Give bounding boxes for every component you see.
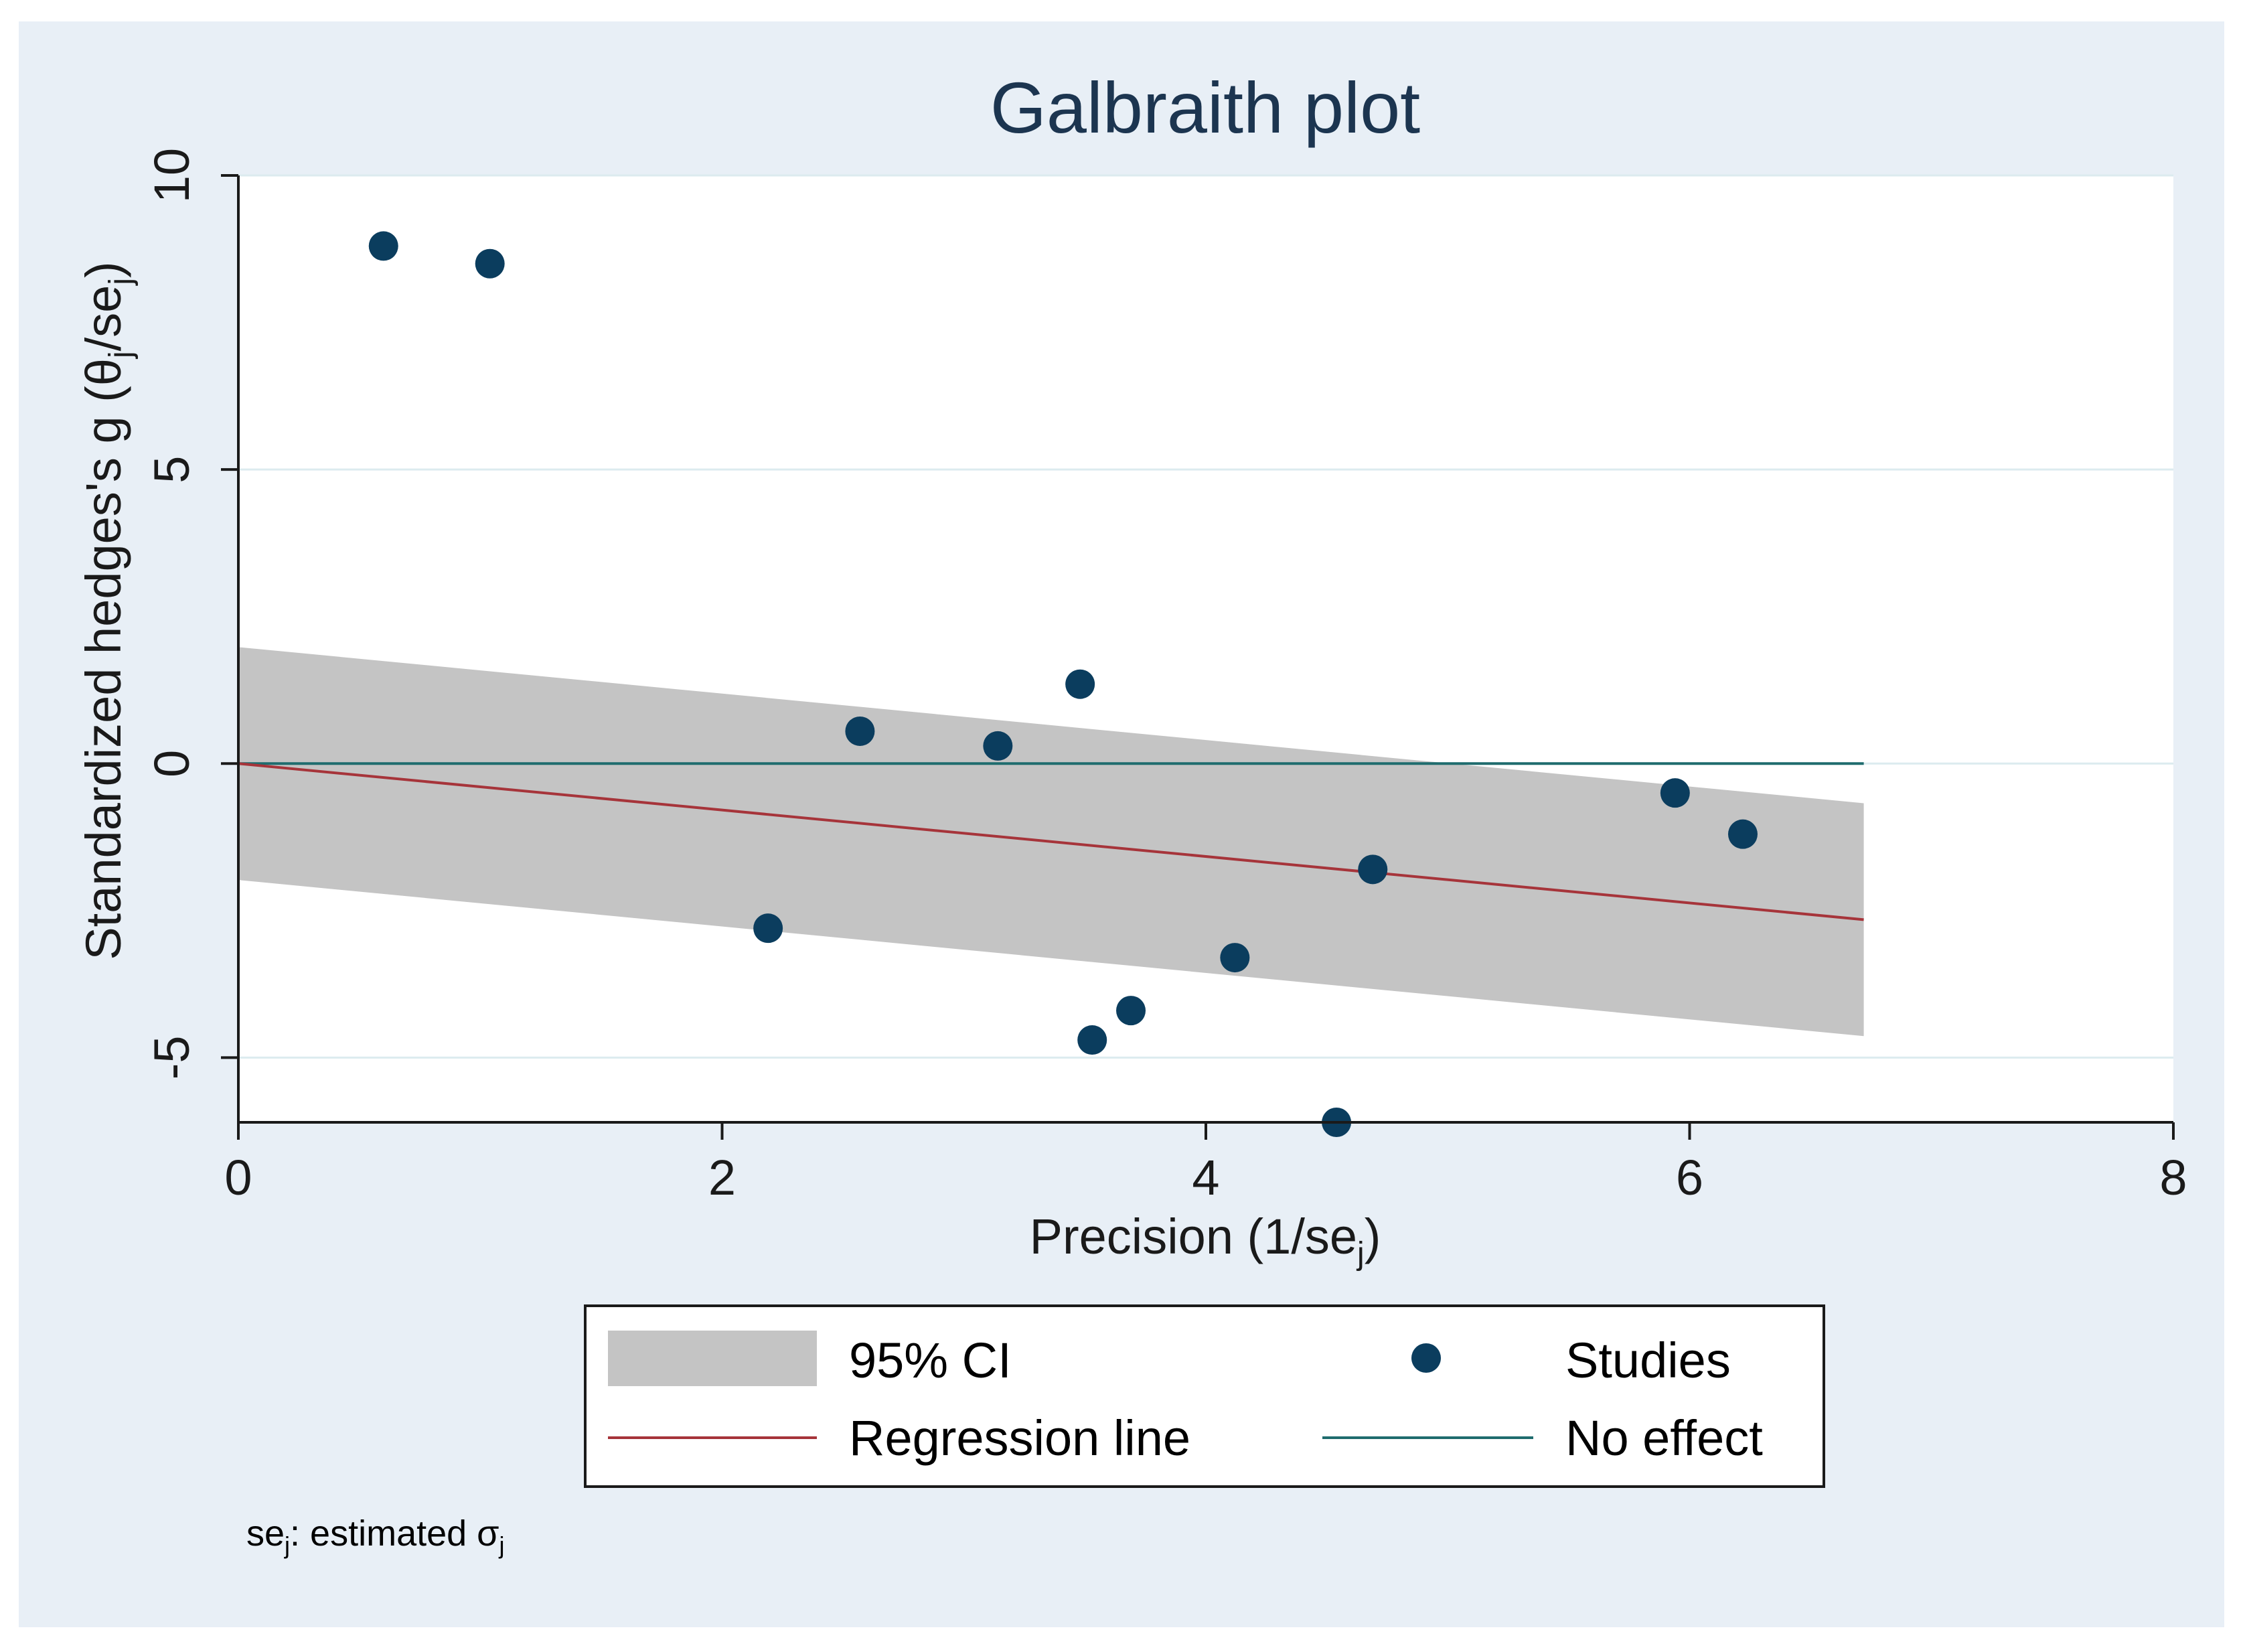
study-point: [1358, 854, 1388, 885]
y-axis-title-tail: ): [76, 261, 131, 278]
legend-studies-label: Studies: [1565, 1333, 1731, 1388]
legend-ci-swatch: [608, 1331, 817, 1386]
study-point: [1077, 1025, 1107, 1055]
study-point: [983, 731, 1013, 761]
y-tick-label: 10: [144, 148, 200, 203]
x-axis-title: Precision (1/sej): [1030, 1209, 1381, 1272]
study-point: [1727, 819, 1758, 849]
x-axis-title-tail: ): [1365, 1209, 1381, 1264]
x-tick-label: 2: [708, 1150, 736, 1205]
footnote-mid: : estimated σ: [290, 1513, 499, 1554]
footnote-sub2: j: [499, 1531, 505, 1559]
x-tick-label: 4: [1192, 1150, 1219, 1205]
footnote-pre: se: [246, 1513, 285, 1554]
footnote-sub1: j: [284, 1531, 290, 1559]
y-tick-label: 0: [144, 750, 200, 777]
y-tick-label: 5: [144, 456, 200, 483]
y-axis-title: Standardized hedges's g (θj/sej): [76, 261, 139, 960]
lines-layer: [238, 762, 1864, 921]
axes: 0 2 4 6 8 -5 0 5 10: [144, 148, 2187, 1205]
y-axis-title-sub2: j: [103, 278, 139, 287]
study-point: [753, 913, 783, 944]
x-tick-label: 6: [1676, 1150, 1703, 1205]
y-axis-title-main: Standardized hedges's g (θ: [76, 358, 131, 960]
study-point: [1116, 996, 1146, 1026]
y-tick-label: -5: [144, 1035, 200, 1079]
legend-noeffect-label: No effect: [1565, 1410, 1763, 1466]
regression-line: [238, 762, 1864, 921]
x-axis-title-main: Precision (1/se: [1030, 1209, 1357, 1264]
x-tick-label: 0: [224, 1150, 252, 1205]
x-axis-title-subscript: j: [1356, 1236, 1365, 1272]
legend: 95% CI Studies Regression line No effect: [584, 1304, 1825, 1488]
study-point: [1220, 943, 1250, 973]
study-point: [1660, 778, 1690, 808]
plot-area: [238, 175, 2173, 1122]
points-layer: [368, 231, 1758, 1137]
footnote: sej: estimated σj: [246, 1513, 505, 1559]
study-point: [475, 248, 505, 279]
study-point: [1065, 669, 1095, 699]
study-point: [368, 231, 398, 261]
legend-regression-label: Regression line: [849, 1410, 1190, 1466]
chart-title: Galbraith plot: [990, 67, 1420, 148]
y-axis-title-mid: /se: [76, 285, 131, 352]
study-point: [845, 716, 875, 746]
legend-ci-label: 95% CI: [849, 1333, 1012, 1388]
x-tick-label: 8: [2159, 1150, 2187, 1205]
legend-studies-marker: [1411, 1343, 1441, 1373]
y-axis-title-sub1: j: [103, 351, 139, 360]
